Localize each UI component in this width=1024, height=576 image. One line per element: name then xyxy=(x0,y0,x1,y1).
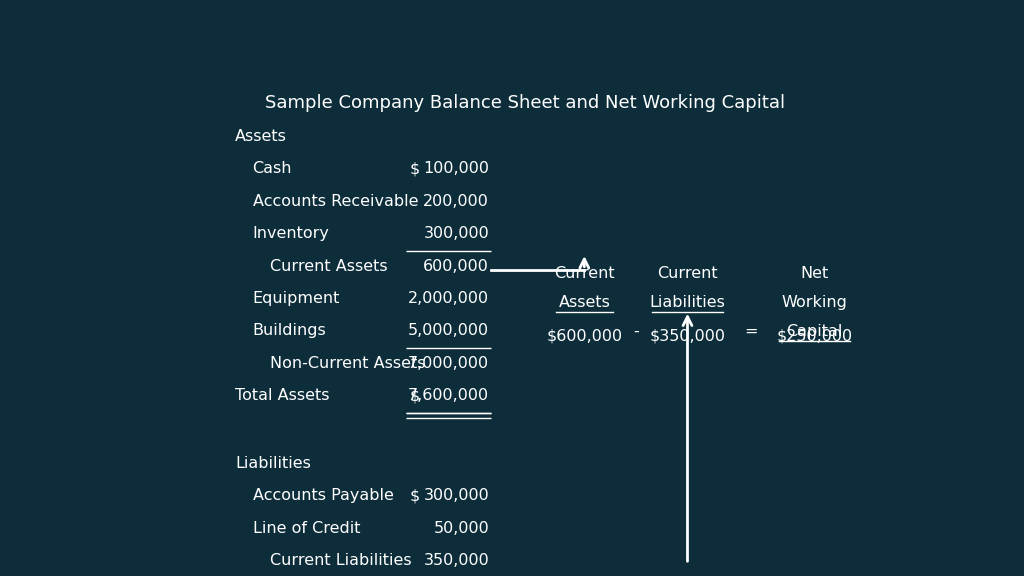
Text: Current: Current xyxy=(554,267,614,282)
Text: 7,600,000: 7,600,000 xyxy=(408,388,489,403)
Text: Sample Company Balance Sheet and Net Working Capital: Sample Company Balance Sheet and Net Wor… xyxy=(265,93,784,112)
Text: 350,000: 350,000 xyxy=(423,553,489,568)
Text: 7,000,000: 7,000,000 xyxy=(408,355,489,370)
Text: Current Liabilities: Current Liabilities xyxy=(270,553,412,568)
Text: 5,000,000: 5,000,000 xyxy=(408,323,489,338)
Text: Assets: Assets xyxy=(558,295,610,310)
Text: $: $ xyxy=(410,488,420,503)
Text: Line of Credit: Line of Credit xyxy=(253,521,360,536)
Text: 2,000,000: 2,000,000 xyxy=(408,291,489,306)
Text: 200,000: 200,000 xyxy=(423,194,489,209)
Text: Liabilities: Liabilities xyxy=(649,295,725,310)
Text: $600,000: $600,000 xyxy=(546,328,623,343)
Text: Liabilities: Liabilities xyxy=(236,456,311,471)
Text: Total Assets: Total Assets xyxy=(236,388,330,403)
Text: Net: Net xyxy=(801,267,828,282)
Text: Accounts Payable: Accounts Payable xyxy=(253,488,393,503)
Text: Inventory: Inventory xyxy=(253,226,330,241)
Text: 300,000: 300,000 xyxy=(423,226,489,241)
Text: Capital: Capital xyxy=(786,324,843,339)
Text: -: - xyxy=(633,324,639,339)
Text: Equipment: Equipment xyxy=(253,291,340,306)
Text: Current Assets: Current Assets xyxy=(270,259,388,274)
Text: Cash: Cash xyxy=(253,161,292,176)
Text: $350,000: $350,000 xyxy=(649,328,725,343)
Text: Current: Current xyxy=(657,267,718,282)
Text: Assets: Assets xyxy=(236,129,287,144)
Text: $: $ xyxy=(410,388,420,403)
Text: Working: Working xyxy=(781,295,848,310)
Text: 50,000: 50,000 xyxy=(433,521,489,536)
Text: 100,000: 100,000 xyxy=(423,161,489,176)
Text: Non-Current Assets: Non-Current Assets xyxy=(270,355,426,370)
Text: $: $ xyxy=(410,161,420,176)
Text: Accounts Receivable: Accounts Receivable xyxy=(253,194,418,209)
Text: =: = xyxy=(744,324,758,339)
Text: 300,000: 300,000 xyxy=(423,488,489,503)
Text: 600,000: 600,000 xyxy=(423,259,489,274)
Text: $250,000: $250,000 xyxy=(776,328,853,343)
Text: Buildings: Buildings xyxy=(253,323,327,338)
